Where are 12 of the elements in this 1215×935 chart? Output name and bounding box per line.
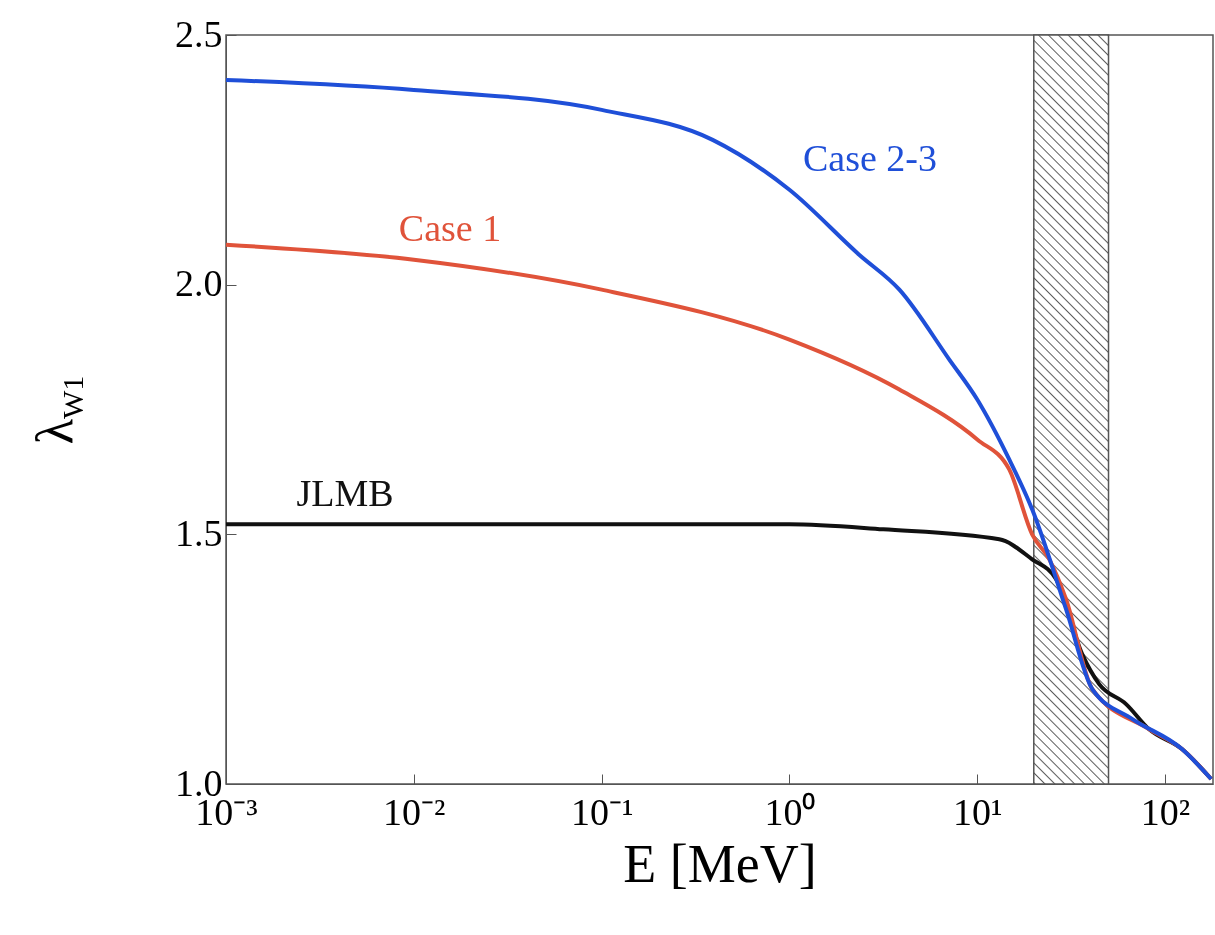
y-tick-label: 2.5 <box>175 12 223 55</box>
series-label: JLMB <box>296 472 394 514</box>
x-tick-label: 10⁰ <box>764 790 816 833</box>
x-tick-label: 10⁻² <box>383 790 446 833</box>
x-axis-title: E [MeV] <box>623 833 817 894</box>
x-tick-label: 10² <box>1140 790 1191 833</box>
series-label: Case 2-3 <box>802 137 938 179</box>
y-tick-label: 2.0 <box>175 262 223 305</box>
series-label: Case 1 <box>398 207 502 249</box>
x-tick-label: 10¹ <box>953 790 1003 833</box>
y-tick-label: 1.5 <box>175 511 223 554</box>
x-tick-label: 10⁻¹ <box>570 790 634 833</box>
